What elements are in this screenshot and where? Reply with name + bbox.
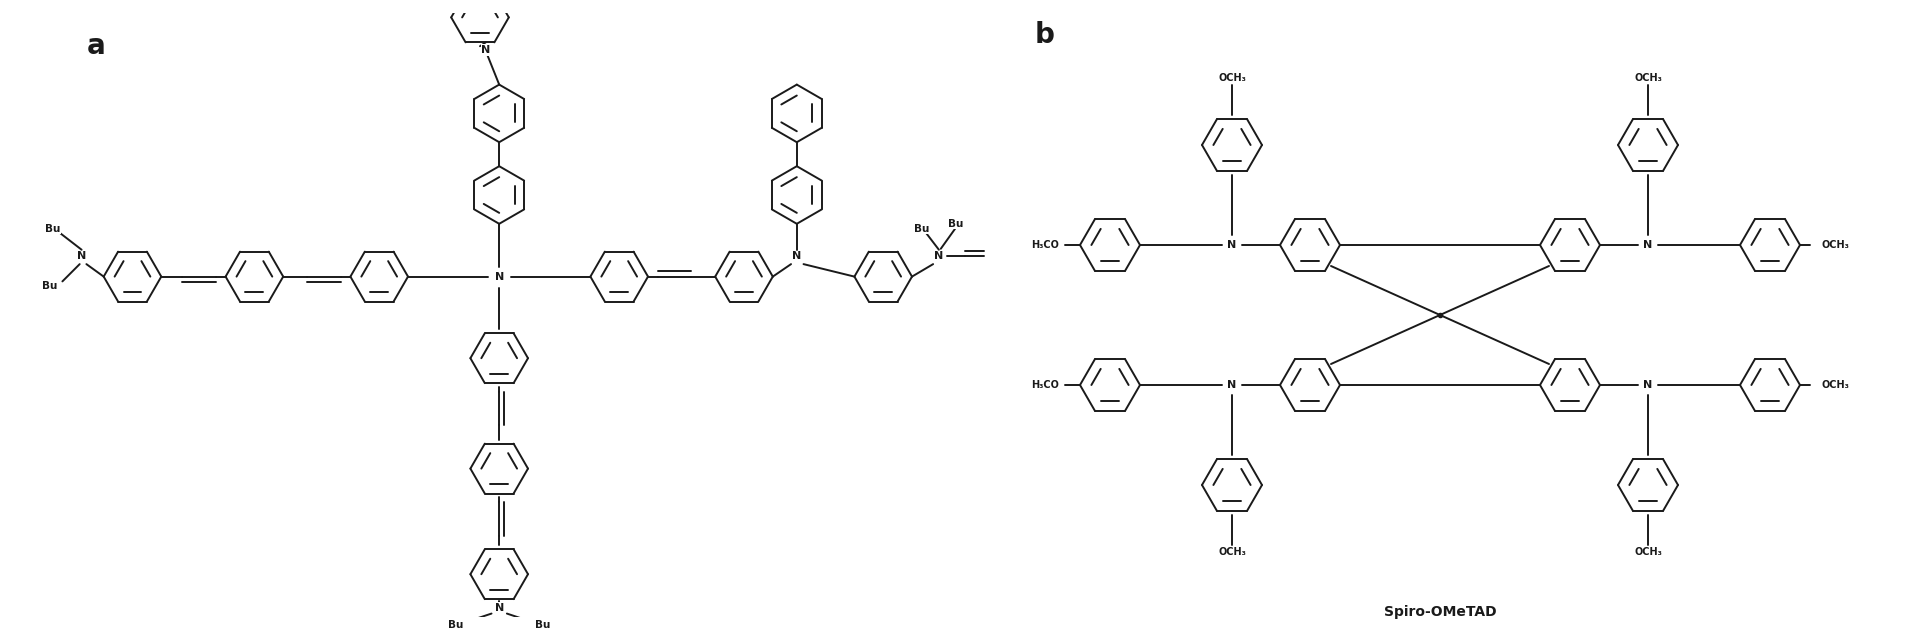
Text: N: N xyxy=(793,251,801,261)
Text: Bu: Bu xyxy=(447,620,465,630)
Text: N: N xyxy=(1644,240,1653,250)
Text: H₃CO: H₃CO xyxy=(1031,240,1060,250)
Text: N: N xyxy=(77,251,86,261)
Text: N: N xyxy=(495,272,503,282)
Text: Bu: Bu xyxy=(44,224,61,234)
Text: N: N xyxy=(495,603,503,613)
Text: OCH₃: OCH₃ xyxy=(1820,240,1849,250)
Text: OCH₃: OCH₃ xyxy=(1634,73,1663,83)
Text: H₃CO: H₃CO xyxy=(1031,380,1060,390)
Text: Bu: Bu xyxy=(534,620,551,630)
Text: Bu: Bu xyxy=(42,281,58,291)
Text: OCH₃: OCH₃ xyxy=(1820,380,1849,390)
Text: N: N xyxy=(482,45,490,55)
Text: N: N xyxy=(1644,380,1653,390)
Text: a: a xyxy=(86,32,106,60)
Text: Spiro-OMeTAD: Spiro-OMeTAD xyxy=(1384,605,1496,619)
Text: OCH₃: OCH₃ xyxy=(1217,547,1246,557)
Text: Bu: Bu xyxy=(947,219,964,229)
Text: Bu: Bu xyxy=(914,224,929,234)
Text: N: N xyxy=(935,251,943,261)
Text: N: N xyxy=(1227,380,1236,390)
Text: OCH₃: OCH₃ xyxy=(1634,547,1663,557)
Text: N: N xyxy=(1227,240,1236,250)
Text: b: b xyxy=(1035,21,1054,49)
Text: OCH₃: OCH₃ xyxy=(1217,73,1246,83)
